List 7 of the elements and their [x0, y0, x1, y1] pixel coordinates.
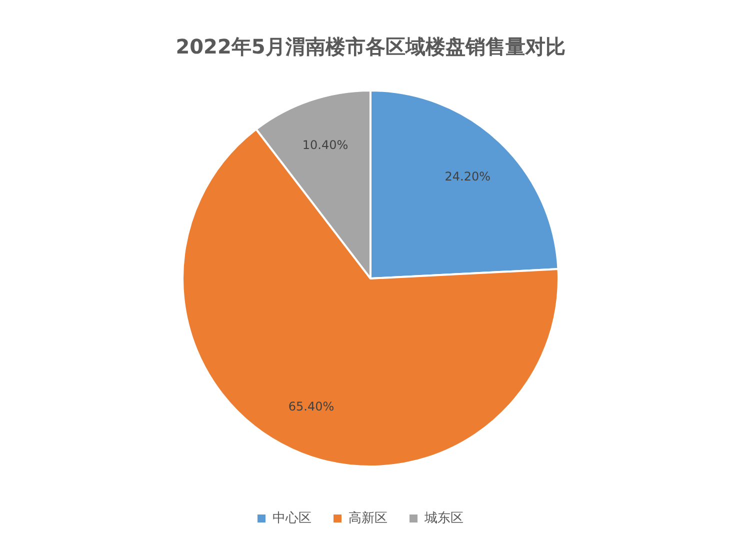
- data-label: 65.40%: [288, 399, 334, 414]
- legend-label: 高新区: [348, 510, 388, 526]
- legend-label: 中心区: [272, 510, 312, 526]
- data-label: 10.40%: [302, 138, 348, 152]
- data-label: 24.20%: [444, 169, 491, 184]
- chart-title: 2022年5月渭南楼市各区域楼盘销售量对比: [176, 34, 566, 58]
- legend-label: 城东区: [424, 511, 464, 526]
